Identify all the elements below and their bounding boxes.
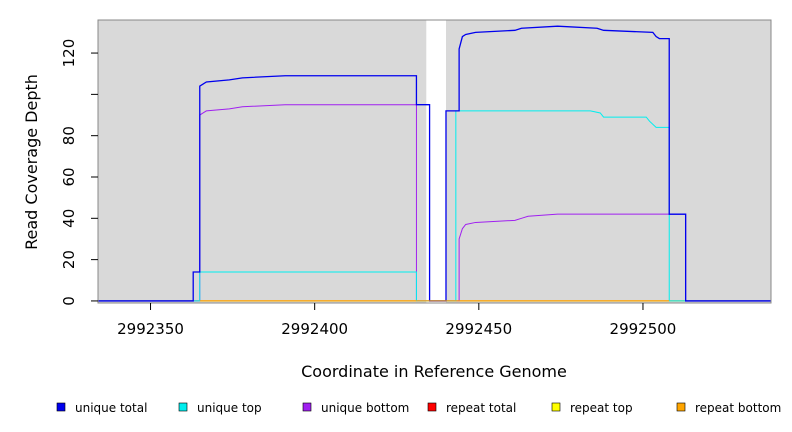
x-tick-label-3: 2992500 (610, 320, 677, 338)
y-tick-label-0: 0 (60, 296, 78, 306)
legend-label-unique-bottom: unique bottom (321, 401, 409, 415)
legend-label-repeat-top: repeat top (570, 401, 633, 415)
y-tick-label-3: 60 (60, 167, 78, 186)
unshaded-region-layer (426, 20, 446, 303)
x-axis-title: Coordinate in Reference Genome (301, 362, 567, 381)
y-axis-title: Read Coverage Depth (22, 74, 41, 250)
legend: unique total unique top unique bottom repea… (56, 401, 781, 415)
legend-label-repeat-total: repeat total (446, 401, 516, 415)
x-tick-label-0: 2992350 (117, 320, 184, 338)
legend-swatch-repeat-top (551, 402, 561, 412)
plot-frame (97, 19, 772, 304)
unshaded-region-0 (426, 20, 446, 303)
series-line-unique-top (98, 110, 771, 302)
legend-label-repeat-bottom: repeat bottom (695, 401, 781, 415)
y-tick-label-1: 20 (60, 250, 78, 269)
x-tick-label-2: 2992450 (445, 320, 512, 338)
x-axis: 2992350 2992400 2992450 2992500 (117, 303, 676, 338)
y-tick-label-2: 40 (60, 209, 78, 228)
x-tick-label-1: 2992400 (281, 320, 348, 338)
legend-swatch-repeat-bottom (676, 402, 686, 412)
y-tick-label-4: 80 (60, 126, 78, 145)
y-axis: 0 20 40 60 80 120 (60, 39, 98, 306)
legend-swatch-unique-total (56, 402, 66, 412)
legend-label-unique-top: unique top (197, 401, 262, 415)
legend-swatch-repeat-total (427, 402, 437, 412)
series-line-unique-bottom (98, 104, 771, 302)
legend-swatch-unique-top (178, 402, 188, 412)
legend-label-unique-total: unique total (75, 401, 147, 415)
legend-swatch-unique-bottom (302, 402, 312, 412)
series-line-unique-total (98, 25, 771, 302)
series-layer (98, 25, 771, 302)
y-tick-label-6: 120 (60, 39, 78, 68)
